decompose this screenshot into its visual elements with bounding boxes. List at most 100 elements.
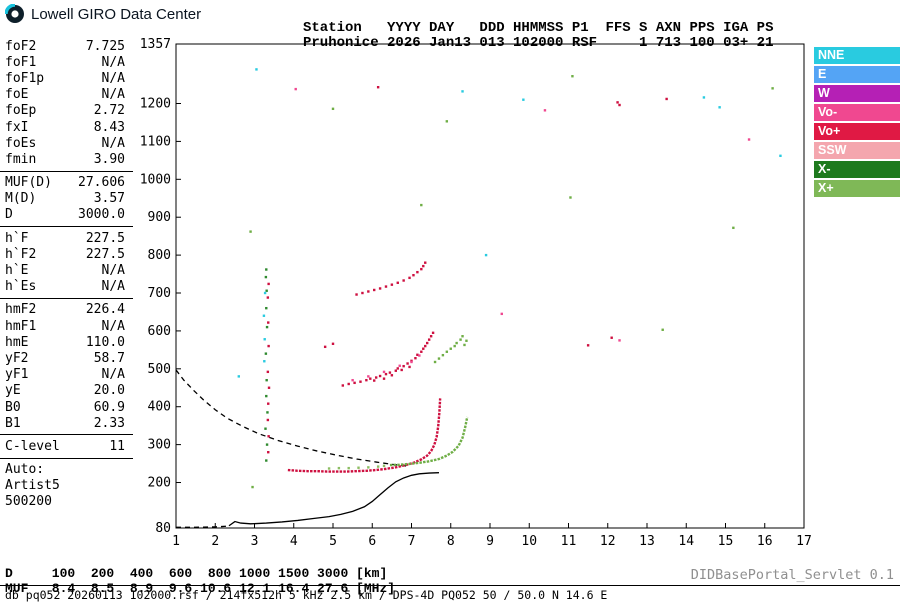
param-value: N/A [101, 87, 125, 103]
footer-divider [0, 585, 900, 586]
param-value: 58.7 [93, 350, 125, 366]
param-value: 2.72 [93, 103, 125, 119]
param-value: N/A [101, 54, 125, 70]
series-rfi-column-cyan [262, 291, 267, 363]
lowell-giro-logo [5, 4, 24, 23]
station-header-columns: Station YYYY DAY DDD HHMMSS P1 FFS S AXN… [303, 20, 774, 36]
param-value: 110.0 [85, 334, 125, 350]
legend-item-w: W [814, 85, 900, 102]
svg-text:3: 3 [251, 534, 259, 549]
svg-text:14: 14 [678, 534, 694, 549]
param-row: hmE 110.0 [5, 334, 125, 350]
svg-text:1100: 1100 [140, 134, 171, 149]
series-sporadic-noise-cyan [237, 68, 782, 378]
param-row: fxI 8.43 [5, 119, 125, 135]
param-row: B0 60.9 [5, 399, 125, 415]
param-label: fmin [5, 151, 37, 167]
param-row: yF1 N/A [5, 367, 125, 383]
param-label: B1 [5, 415, 21, 431]
param-value: 227.5 [85, 230, 125, 246]
legend-item-xminus: X- [814, 161, 900, 178]
param-row: foF1 N/A [5, 54, 125, 70]
series-sporadic-noise-red [323, 86, 668, 349]
svg-text:13: 13 [639, 534, 655, 549]
param-label: MUF(D) [5, 175, 52, 191]
param-label: h`Es [5, 279, 37, 295]
auto-scaling-line: 500200 [5, 494, 52, 510]
param-label: C-level [5, 438, 60, 454]
muf-distance-row: D 100 200 400 600 800 1000 1500 3000 [km… [5, 566, 388, 581]
param-label: hmF1 [5, 318, 37, 334]
param-value: 60.9 [93, 399, 125, 415]
param-value: N/A [101, 135, 125, 151]
svg-text:500: 500 [148, 362, 171, 377]
param-value: 8.43 [93, 119, 125, 135]
muf-values-row: MUF 8.4 8.5 8.9 9.6 10.6 12.1 16.4 27.6 … [5, 581, 396, 596]
param-value: 2.33 [93, 415, 125, 431]
param-value: 3.90 [93, 151, 125, 167]
param-row: h`E N/A [5, 262, 125, 278]
param-value: 3000.0 [78, 207, 125, 223]
param-value: 3.57 [93, 191, 125, 207]
param-label: hmF2 [5, 302, 37, 318]
legend-item-voplus: Vo+ [814, 123, 900, 140]
legend-item-e: E [814, 66, 900, 83]
param-row: fmin 3.90 [5, 151, 125, 167]
param-label: foEs [5, 135, 37, 151]
param-label: fxI [5, 119, 29, 135]
series-x-mode-flat-echoes [327, 464, 386, 470]
param-label: yE [5, 383, 21, 399]
param-row: hmF1 N/A [5, 318, 125, 334]
param-label: M(D) [5, 191, 37, 207]
param-label: h`F2 [5, 246, 37, 262]
svg-text:6: 6 [368, 534, 376, 549]
plot-frame [175, 43, 805, 529]
param-value: N/A [101, 70, 125, 86]
svg-text:16: 16 [757, 534, 773, 549]
panel-divider [0, 297, 133, 299]
ionogram-plot: 1 2 3 4 5 6 7 8 9 10 11 12 13 14 15 16 17802003004005006… [140, 38, 812, 549]
param-row: yF2 58.7 [5, 350, 125, 366]
y-axis-ticks: 80 200 300 400 500 600 700 800 900 1000 1100 1200 13… [140, 38, 181, 536]
param-label: foE [5, 87, 29, 103]
svg-text:12: 12 [600, 534, 616, 549]
param-row: foEs N/A [5, 135, 125, 151]
param-label: yF2 [5, 350, 29, 366]
param-value: 7.725 [85, 38, 125, 54]
series-third-hop-o [355, 261, 427, 296]
series-sporadic-noise-pink [294, 87, 751, 342]
series-second-hop-x [433, 335, 468, 364]
series-rfi-column-green [264, 268, 269, 462]
param-row: foF2 7.725 [5, 38, 125, 54]
param-label: foF1 [5, 54, 37, 70]
param-row: M(D) 3.57 [5, 191, 125, 207]
param-label: D [5, 207, 13, 223]
svg-text:800: 800 [148, 248, 171, 263]
svg-text:300: 300 [148, 438, 171, 453]
measurement-info-line: db pq052 20260113 102000.rsf / 214fx512h… [5, 588, 608, 602]
svg-text:600: 600 [148, 324, 171, 339]
series-x-mode-f-trace [389, 416, 469, 467]
param-label: foEp [5, 103, 37, 119]
legend-item-vominus: Vo- [814, 104, 900, 121]
panel-divider [0, 457, 133, 459]
svg-text:200: 200 [148, 476, 171, 491]
param-row: MUF(D) 27.606 [5, 175, 125, 191]
param-value: N/A [101, 367, 125, 383]
svg-text:1000: 1000 [140, 172, 171, 187]
parameter-panel: foF2 7.725 foF1 N/A foF1p N/A foE N/A foEp 2.72 fx… [0, 38, 133, 510]
trace-direction-legend: NNE E W Vo- Vo+ SSW X- X+ [814, 47, 900, 199]
svg-text:9: 9 [486, 534, 494, 549]
series-profile-extrapolation [175, 369, 408, 467]
series-sporadic-noise-green [249, 75, 774, 489]
param-row: C-level 11 [5, 438, 125, 454]
svg-text:11: 11 [561, 534, 577, 549]
series-rfi-column-red [266, 282, 271, 454]
param-row: foF1p N/A [5, 70, 125, 86]
series-second-hop-o [341, 331, 435, 387]
auto-scaling-line: Auto: [5, 462, 45, 478]
svg-text:1: 1 [172, 534, 180, 549]
svg-text:1200: 1200 [140, 97, 171, 112]
param-value: 20.0 [93, 383, 125, 399]
param-row: B1 2.33 [5, 415, 125, 431]
